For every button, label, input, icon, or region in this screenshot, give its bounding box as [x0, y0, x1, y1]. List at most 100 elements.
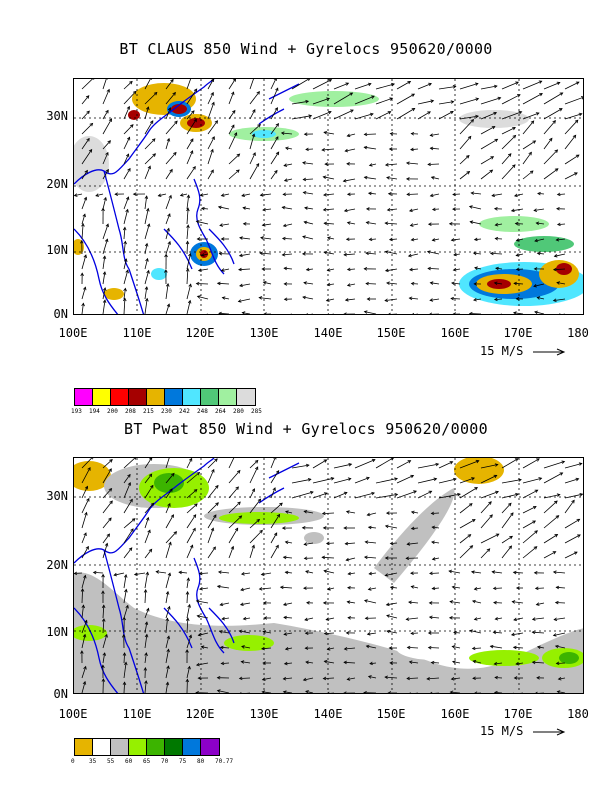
wind-vector: [165, 488, 173, 499]
wind-vector: [501, 512, 514, 529]
wind-vector: [165, 241, 171, 255]
wind-vector-head: [282, 602, 287, 606]
wind-vector: [480, 491, 499, 499]
wind-vector-head: [109, 500, 113, 505]
wind-vector-head: [195, 662, 200, 667]
wind-vector-head: [556, 493, 561, 497]
wind-vector: [290, 313, 292, 314]
wind-vector: [220, 602, 230, 606]
wind-vector-head: [510, 512, 514, 516]
wind-vector-head: [579, 493, 583, 497]
wind-vector-head: [407, 80, 412, 85]
wind-vector-head: [457, 492, 461, 497]
wind-vector-head: [234, 527, 239, 532]
wind-vector-head: [556, 222, 561, 227]
wind-vector-head: [102, 299, 107, 304]
wind-vector: [451, 298, 461, 300]
bottom-lon-label-140e: 140E: [313, 707, 343, 721]
wind-vector-head: [466, 170, 471, 175]
wind-vector: [239, 253, 251, 257]
wind-vector-head: [408, 296, 413, 301]
wind-vector-head: [449, 690, 454, 693]
wind-vector-head: [515, 238, 520, 242]
wind-vector: [322, 512, 335, 514]
wind-vector-head: [258, 587, 263, 591]
wind-vector-head: [192, 527, 196, 532]
wind-vector-head: [552, 551, 557, 555]
wind-vector: [501, 479, 522, 484]
wind-vector-head: [150, 484, 154, 489]
wind-vector: [186, 79, 192, 90]
wind-vector: [536, 222, 545, 225]
wind-vector-head: [387, 192, 392, 196]
wind-vector-head: [554, 168, 559, 172]
wind-vector: [270, 545, 279, 559]
wind-vector: [364, 133, 377, 135]
wind-vector: [207, 102, 215, 120]
wind-vector: [270, 458, 276, 469]
wind-vector: [302, 162, 314, 165]
wind-vector: [221, 662, 230, 664]
wind-vector-head: [324, 492, 328, 496]
wind-vector-head: [371, 458, 376, 463]
wind-vector: [81, 138, 90, 150]
wind-vector: [513, 571, 524, 574]
wind-vector-head: [535, 691, 538, 693]
wind-vector: [260, 252, 272, 255]
wind-vector: [303, 677, 314, 681]
wind-vector: [144, 622, 148, 634]
wind-vector: [249, 545, 255, 559]
wind-vector: [407, 647, 419, 649]
wind-vector-head: [349, 92, 354, 96]
wind-vector: [511, 208, 524, 212]
wind-vector: [345, 298, 356, 301]
wind-vector: [144, 153, 156, 165]
wind-vector-head: [261, 690, 266, 693]
wind-vector: [354, 83, 372, 90]
wind-vector-head: [346, 133, 351, 138]
wind-vector: [333, 82, 349, 90]
wind-vector: [433, 692, 439, 693]
wind-vector-head: [513, 692, 514, 693]
wind-vector: [81, 303, 84, 314]
wind-vector-head: [471, 477, 475, 481]
wind-vector-head: [80, 272, 84, 276]
wind-vector: [555, 645, 566, 649]
wind-vector-head: [217, 570, 222, 574]
wind-vector-head: [259, 529, 263, 534]
scale-arrow-icon: [532, 728, 565, 735]
wind-vector-head: [493, 690, 498, 693]
wind-vector: [345, 542, 356, 545]
wind-vector-head: [307, 478, 312, 482]
wind-vector: [346, 511, 356, 514]
colorbar-tick-label: 70: [161, 758, 169, 765]
wind-vector-head: [145, 516, 150, 521]
wind-vector-head: [323, 631, 328, 636]
wind-vector: [459, 83, 479, 90]
wind-vector-head: [407, 253, 412, 258]
wind-vector-head: [305, 660, 309, 665]
wind-vector-head: [257, 123, 261, 128]
wind-vector: [74, 193, 83, 196]
wind-vector: [537, 193, 545, 195]
wind-vector: [459, 534, 471, 544]
wind-vector-head: [555, 661, 560, 666]
wind-vector: [270, 123, 279, 135]
wind-vector: [366, 283, 377, 285]
wind-vector-head: [211, 101, 215, 106]
wind-vector: [543, 534, 558, 544]
wind-vector-head: [101, 207, 105, 212]
wind-vector: [123, 153, 129, 165]
wind-vector-head: [193, 489, 198, 493]
wind-vector: [408, 601, 419, 604]
colorbar-swatch: [147, 739, 165, 755]
wind-vector-head: [365, 644, 370, 649]
wind-vector-head: [494, 463, 499, 467]
wind-vector: [81, 512, 87, 529]
wind-vector: [291, 478, 311, 484]
wind-vector-head: [251, 488, 255, 492]
wind-vector: [459, 171, 470, 180]
wind-vector-head: [108, 468, 112, 472]
wind-vector-head: [559, 472, 564, 476]
wind-vector-head: [473, 617, 478, 621]
